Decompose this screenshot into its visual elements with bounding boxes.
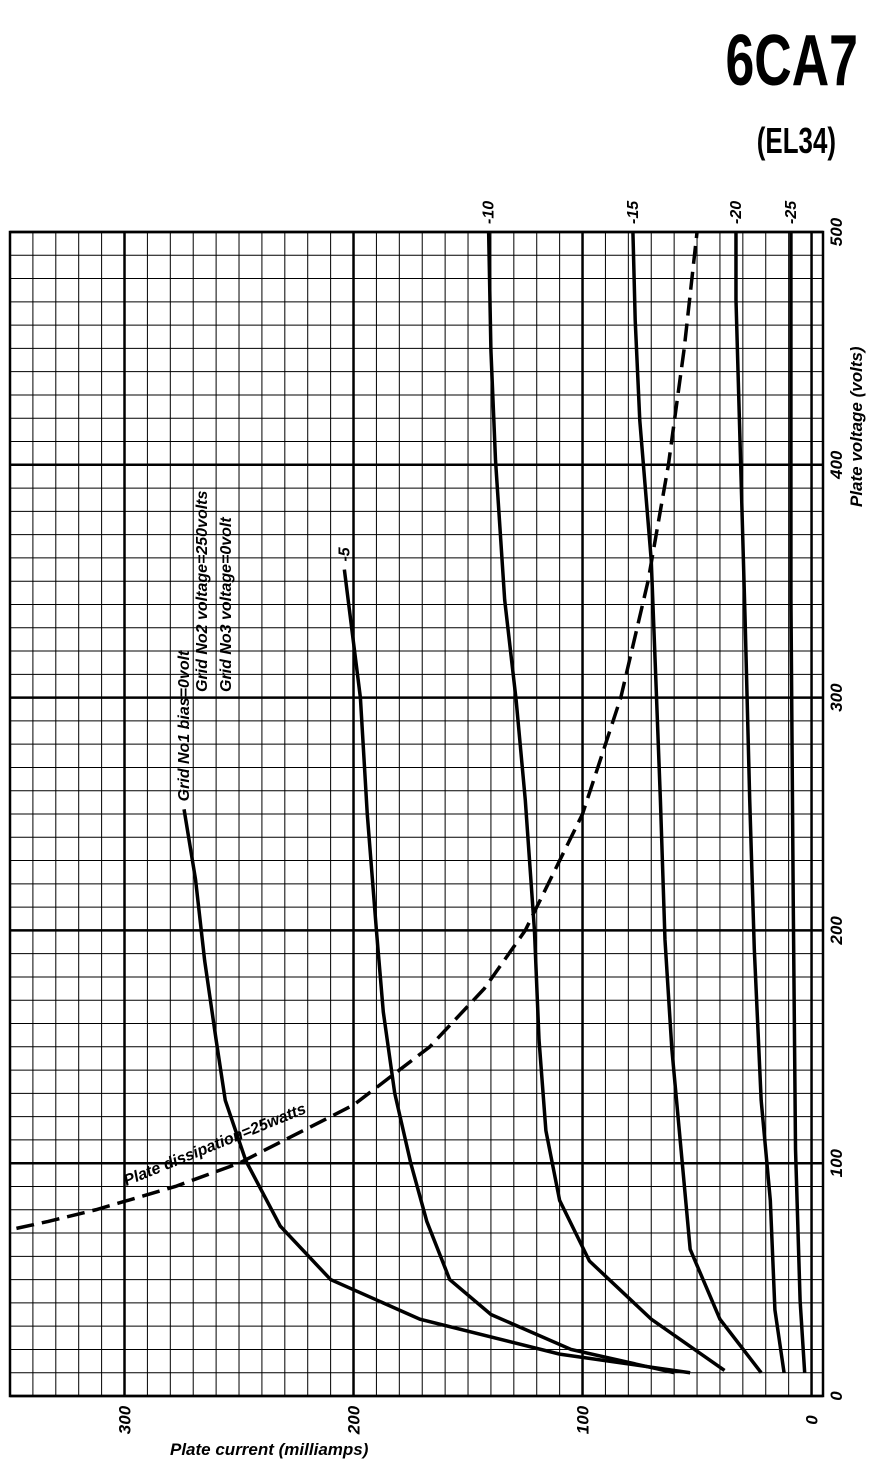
x-tick-label: 200 (827, 916, 846, 946)
curve (789, 232, 807, 1373)
x-tick-label: 0 (827, 1391, 846, 1401)
y-tick-label: 100 (574, 1405, 593, 1434)
x-axis-label: Plate voltage (volts) (847, 346, 866, 507)
x-tick-label: 100 (827, 1148, 846, 1177)
chart-subtitle: (EL34) (757, 121, 836, 161)
curve (631, 231, 763, 1374)
series-label: -25 (783, 200, 800, 224)
x-tick-label: 300 (827, 683, 846, 712)
y-tick-label: 0 (803, 1415, 822, 1425)
y-tick-label: 200 (345, 1405, 364, 1435)
curve (342, 569, 675, 1375)
x-tick-label: 500 (827, 217, 846, 246)
series-label: Grid No1 bias=0volt (176, 650, 193, 801)
y-tick-label: 300 (116, 1405, 135, 1434)
chart-title: 6CA7 (725, 21, 858, 101)
curve (16, 231, 699, 1231)
series-label: -5 (336, 546, 353, 561)
x-tick-label: 400 (827, 450, 846, 480)
series-label: -20 (728, 201, 745, 224)
series-label: -15 (625, 200, 642, 224)
curve (182, 809, 691, 1375)
series-label: -10 (481, 201, 498, 224)
series-label: Plate dissipation=25watts (121, 1101, 308, 1190)
annotation: Grid No2 voltage=250volts (194, 490, 211, 692)
curve (486, 231, 726, 1372)
y-axis-label: Plate current (milliamps) (170, 1440, 369, 1459)
curve (734, 232, 786, 1373)
